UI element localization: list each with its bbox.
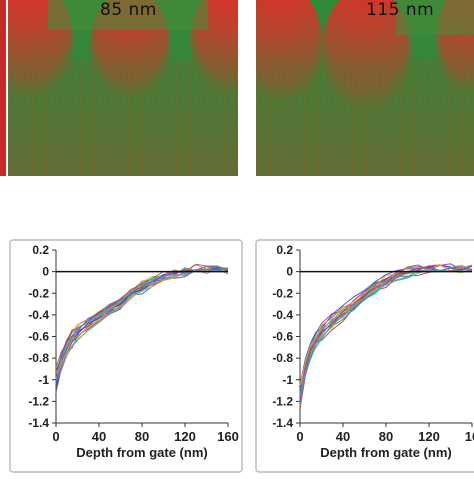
adjacent-image-edge [0,0,6,176]
chart-frame [255,239,474,473]
y-tick-label: -1.4 [28,416,49,430]
micrograph-85nm-canvas [8,0,238,176]
y-tick-label: 0 [42,265,49,279]
y-tick-label: -0.6 [28,330,49,344]
x-tick-label: 160 [217,429,239,444]
image-label-depth: 85 nm [100,0,157,20]
y-tick-label: -1.4 [272,416,293,430]
y-tick-label: -1.2 [28,394,49,408]
y-tick-label: -0.6 [272,330,293,344]
x-tick-label: 120 [174,429,196,444]
chart-right: 0.20-0.2-0.4-0.6-0.8-1-1.2-1.40408012016… [246,236,474,474]
micrograph-115nm: 115 nm [256,0,474,176]
micrograph-115nm-canvas [256,0,474,176]
chart-left: 0.2 0 -0.2 -0.4 -0.6 -0.8 -1 -1.2 -1.4 0 40 80 120 16… [0,236,246,474]
y-tick-label: -1 [38,373,49,387]
x-tick-label: 40 [92,429,106,444]
depth-profile-chart-right: 0.20-0.2-0.4-0.6-0.8-1-1.2-1.40408012016… [255,239,474,473]
y-tick-label: -1.2 [272,394,293,408]
x-tick-label: 40 [336,429,350,444]
y-tick-label: -0.8 [28,351,49,365]
y-tick-label: 0 [286,265,293,279]
x-tick-label: 80 [135,429,149,444]
y-tick-label: 0.2 [276,243,293,257]
micrograph-85nm: 85 nm [8,0,238,176]
y-tick-label: -0.4 [28,308,49,322]
x-tick-label: 0 [296,429,303,444]
y-tick-label: -1 [282,373,293,387]
chart-frame [9,239,243,473]
trace-line [299,268,473,397]
y-tick-label: -0.4 [272,308,293,322]
y-tick-label: -0.2 [272,286,293,300]
trace-line [55,267,229,381]
x-tick-label: 80 [379,429,393,444]
x-tick-label: 0 [52,429,59,444]
x-tick-label: 16 [465,429,474,444]
x-axis-label: Depth from gate (nm) [76,445,207,460]
x-axis-label: Depth from gate (nm) [320,445,451,460]
y-tick-label: -0.2 [28,286,49,300]
depth-profile-chart-left: 0.20-0.2-0.4-0.6-0.8-1-1.2-1.40 40 80 120 16… [9,239,243,473]
image-label-depth: 115 nm [366,0,435,20]
x-tick-label: 120 [418,429,440,444]
y-tick-label: 0.2 [32,243,49,257]
y-tick-label: -0.8 [272,351,293,365]
